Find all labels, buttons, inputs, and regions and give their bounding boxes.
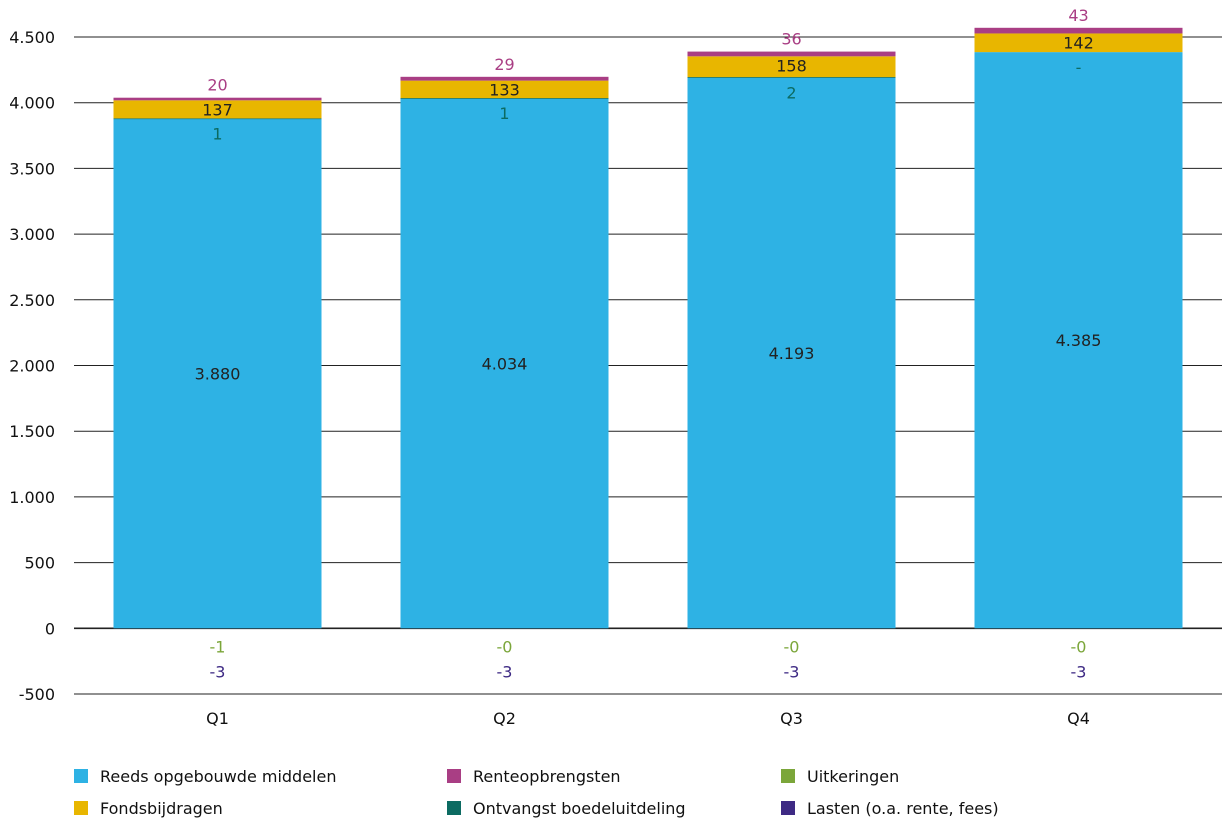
y-tick-label: 4.000: [9, 94, 55, 113]
legend-label: Uitkeringen: [807, 766, 900, 786]
bar-segment-fondsbijdragen: [687, 56, 896, 78]
data-label-ontvangst: -: [1076, 58, 1082, 77]
data-label-ontvangst: 2: [786, 83, 796, 102]
bar-segment-reeds-opgebouwde-middelen: [687, 77, 896, 629]
data-label-lasten: -3: [210, 662, 226, 681]
legend-item-lasten: Lasten (o.a. rente, fees): [781, 796, 999, 820]
data-label-uitkeringen: -1: [210, 637, 226, 656]
y-tick-label: 1.500: [9, 422, 55, 441]
bar-segment-ontvangst-boedeluitdeling: [687, 77, 896, 78]
legend-item-ontvangst-boedeluitdeling: Ontvangst boedeluitdeling: [447, 796, 686, 820]
data-label-renteopbrengsten: 20: [207, 76, 227, 95]
legend-item-uitkeringen: Uitkeringen: [781, 764, 899, 788]
data-label-lasten: -3: [784, 662, 800, 681]
legend-label: Reeds opgebouwde middelen: [100, 766, 337, 786]
data-label-lasten: -3: [497, 662, 513, 681]
data-label-renteopbrengsten: 43: [1068, 6, 1088, 25]
data-label-fondsbijdragen: 158: [776, 56, 807, 75]
data-label-renteopbrengsten: 29: [494, 55, 514, 74]
bar-segment-reeds-opgebouwde-middelen: [400, 98, 609, 629]
data-label-reeds: 4.193: [769, 344, 815, 363]
legend-swatch-uitkeringen: [781, 769, 795, 783]
bar-segment-renteopbrengsten: [113, 97, 322, 101]
legend-swatch-lasten: [781, 801, 795, 815]
data-label-reeds: 4.034: [482, 354, 528, 373]
chart-legend: Reeds opgebouwde middelen Renteopbrengst…: [74, 764, 1214, 820]
x-tick-label: Q3: [780, 709, 803, 728]
data-label-ontvangst: 1: [212, 124, 222, 143]
legend-swatch-fondsbijdragen: [74, 801, 88, 815]
legend-swatch-reeds: [74, 769, 88, 783]
x-tick-label: Q2: [493, 709, 516, 728]
data-label-uitkeringen: -0: [497, 637, 513, 656]
bar-segment-fondsbijdragen: [400, 80, 609, 99]
stacked-bar-chart: 4.500 4.000 3.500 3.000 2.500 2.000 1.500 1.000…: [9, 6, 1222, 728]
legend-label: Lasten (o.a. rente, fees): [807, 798, 999, 818]
data-label-renteopbrengsten: 36: [781, 30, 801, 49]
y-tick-label: 500: [24, 554, 55, 573]
x-tick-label: Q1: [206, 709, 229, 728]
bar-segment-fondsbijdragen: [974, 33, 1183, 53]
bar-segment-renteopbrengsten: [400, 76, 609, 81]
data-label-fondsbijdragen: 133: [489, 81, 520, 100]
legend-item-reeds-opgebouwde-middelen: Reeds opgebouwde middelen: [74, 764, 336, 788]
y-tick-label: 3.500: [9, 159, 55, 178]
data-label-fondsbijdragen: 137: [202, 100, 233, 119]
legend-swatch-ontvangst: [447, 801, 461, 815]
x-tick-label: Q4: [1067, 709, 1090, 728]
bar-segment-ontvangst-boedeluitdeling: [400, 98, 609, 99]
data-label-reeds: 4.385: [1056, 331, 1102, 350]
bar-segment-ontvangst-boedeluitdeling: [113, 118, 322, 120]
y-tick-label: 2.000: [9, 357, 55, 376]
y-tick-label: 0: [45, 619, 55, 638]
legend-item-renteopbrengsten: Renteopbrengsten: [447, 764, 621, 788]
legend-item-fondsbijdragen: Fondsbijdragen: [74, 796, 223, 820]
y-tick-label: 4.500: [9, 28, 55, 47]
bar-segment-reeds-opgebouwde-middelen: [113, 118, 322, 629]
bar-segment-renteopbrengsten: [974, 27, 1183, 34]
y-tick-label: -500: [19, 685, 55, 704]
data-label-reeds: 3.880: [195, 364, 241, 383]
y-tick-label: 3.000: [9, 225, 55, 244]
legend-label: Fondsbijdragen: [100, 798, 223, 818]
bar-segment-reeds-opgebouwde-middelen: [974, 52, 1183, 629]
data-label-ontvangst: 1: [499, 104, 509, 123]
data-label-lasten: -3: [1071, 662, 1087, 681]
data-label-uitkeringen: -0: [784, 637, 800, 656]
legend-swatch-rente: [447, 769, 461, 783]
bar-segment-fondsbijdragen: [113, 100, 322, 119]
y-tick-label: 2.500: [9, 291, 55, 310]
legend-label: Ontvangst boedeluitdeling: [473, 798, 686, 818]
data-label-fondsbijdragen: 142: [1063, 33, 1094, 52]
data-label-uitkeringen: -0: [1071, 637, 1087, 656]
legend-label: Renteopbrengsten: [473, 766, 621, 786]
bar-segment-renteopbrengsten: [687, 51, 896, 57]
y-tick-label: 1.000: [9, 488, 55, 507]
